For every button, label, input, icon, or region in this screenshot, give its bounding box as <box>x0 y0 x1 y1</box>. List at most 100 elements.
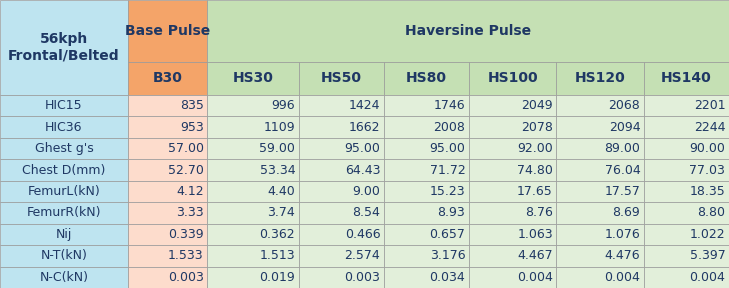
Text: HIC15: HIC15 <box>45 99 83 112</box>
Text: 8.69: 8.69 <box>612 206 640 219</box>
Text: 76.04: 76.04 <box>604 164 640 177</box>
Text: 1424: 1424 <box>348 99 381 112</box>
Bar <box>384 224 469 245</box>
Bar <box>644 224 729 245</box>
Bar <box>128 202 207 224</box>
Text: Ghest g's: Ghest g's <box>34 142 93 155</box>
Bar <box>384 62 469 95</box>
Bar <box>469 202 556 224</box>
Bar <box>469 159 556 181</box>
Bar <box>644 62 729 95</box>
Bar <box>0 0 128 95</box>
Text: Nij: Nij <box>56 228 72 241</box>
Bar <box>556 159 644 181</box>
Text: 57.00: 57.00 <box>168 142 203 155</box>
Bar <box>644 159 729 181</box>
Bar <box>556 267 644 288</box>
Text: 1.533: 1.533 <box>168 249 203 262</box>
Text: 17.57: 17.57 <box>604 185 640 198</box>
Text: 8.80: 8.80 <box>698 206 725 219</box>
Bar <box>207 224 299 245</box>
Bar <box>384 159 469 181</box>
Bar <box>556 62 644 95</box>
Bar <box>0 224 128 245</box>
Bar <box>0 95 128 116</box>
Text: 1.022: 1.022 <box>690 228 725 241</box>
Text: HS100: HS100 <box>488 71 538 86</box>
Bar <box>556 245 644 267</box>
Bar <box>299 245 384 267</box>
Bar <box>128 62 207 95</box>
Bar <box>644 181 729 202</box>
Bar <box>469 62 556 95</box>
Text: 8.54: 8.54 <box>352 206 381 219</box>
Text: 77.03: 77.03 <box>690 164 725 177</box>
Bar <box>207 245 299 267</box>
Text: Chest D(mm): Chest D(mm) <box>23 164 106 177</box>
Text: HS30: HS30 <box>233 71 273 86</box>
Text: 2049: 2049 <box>521 99 553 112</box>
Text: B30: B30 <box>153 71 182 86</box>
Bar <box>299 224 384 245</box>
Bar <box>469 116 556 138</box>
Bar <box>0 159 128 181</box>
Bar <box>128 267 207 288</box>
Bar <box>207 95 299 116</box>
Bar <box>128 0 207 62</box>
Text: 8.93: 8.93 <box>437 206 465 219</box>
Text: 0.004: 0.004 <box>604 271 640 284</box>
Text: 4.467: 4.467 <box>517 249 553 262</box>
Bar <box>207 267 299 288</box>
Bar <box>0 138 128 159</box>
Bar <box>299 138 384 159</box>
Text: 2094: 2094 <box>609 121 640 134</box>
Text: 8.76: 8.76 <box>525 206 553 219</box>
Text: 2068: 2068 <box>609 99 640 112</box>
Text: 0.003: 0.003 <box>344 271 381 284</box>
Text: 0.004: 0.004 <box>517 271 553 284</box>
Bar <box>469 95 556 116</box>
Text: 1.076: 1.076 <box>604 228 640 241</box>
Bar <box>384 245 469 267</box>
Bar <box>299 116 384 138</box>
Bar <box>469 138 556 159</box>
Bar <box>469 181 556 202</box>
Bar <box>0 202 128 224</box>
Text: 59.00: 59.00 <box>260 142 295 155</box>
Text: 835: 835 <box>180 99 203 112</box>
Bar <box>207 62 299 95</box>
Bar <box>384 181 469 202</box>
Bar <box>556 95 644 116</box>
Text: 74.80: 74.80 <box>517 164 553 177</box>
Bar <box>644 267 729 288</box>
Text: 15.23: 15.23 <box>429 185 465 198</box>
Bar <box>299 95 384 116</box>
Bar <box>128 245 207 267</box>
Text: 0.339: 0.339 <box>168 228 203 241</box>
Bar <box>644 245 729 267</box>
Bar <box>384 116 469 138</box>
Text: 1746: 1746 <box>434 99 465 112</box>
Bar <box>384 138 469 159</box>
Text: 90.00: 90.00 <box>690 142 725 155</box>
Bar <box>128 95 207 116</box>
Text: 0.657: 0.657 <box>429 228 465 241</box>
Bar <box>469 267 556 288</box>
Text: HS120: HS120 <box>575 71 625 86</box>
Bar <box>128 138 207 159</box>
Text: 1.063: 1.063 <box>517 228 553 241</box>
Bar <box>299 159 384 181</box>
Text: 9.00: 9.00 <box>352 185 381 198</box>
Text: 4.12: 4.12 <box>176 185 203 198</box>
Text: 2.574: 2.574 <box>345 249 381 262</box>
Text: 5.397: 5.397 <box>690 249 725 262</box>
Text: FemurR(kN): FemurR(kN) <box>27 206 101 219</box>
Text: 71.72: 71.72 <box>429 164 465 177</box>
Text: 18.35: 18.35 <box>690 185 725 198</box>
Text: HS50: HS50 <box>321 71 362 86</box>
Text: 0.466: 0.466 <box>345 228 381 241</box>
Text: 52.70: 52.70 <box>168 164 203 177</box>
Text: 0.003: 0.003 <box>168 271 203 284</box>
Text: 2008: 2008 <box>434 121 465 134</box>
Text: 3.74: 3.74 <box>268 206 295 219</box>
